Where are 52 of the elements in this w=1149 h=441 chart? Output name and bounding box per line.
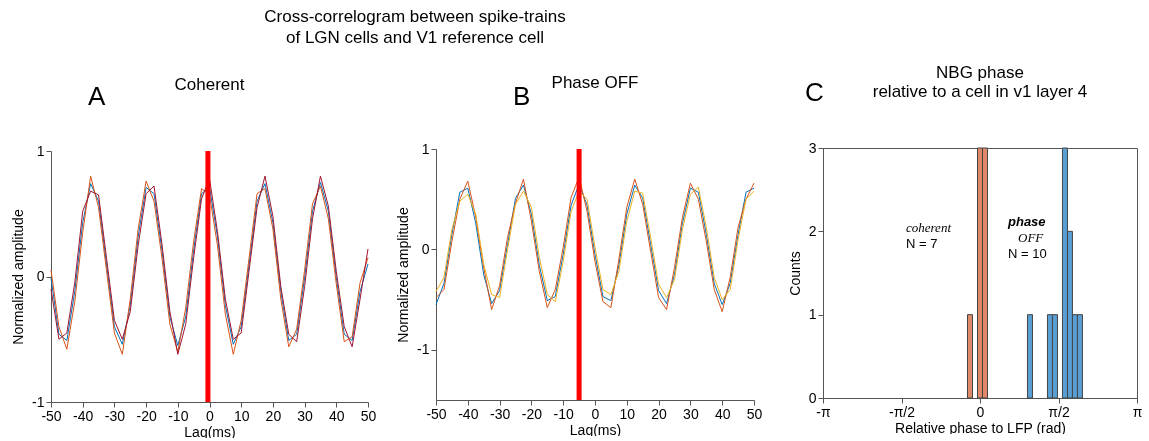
chart-title: NBG phase relative to a cell in v1 layer 4 — [872, 63, 1088, 101]
x-tick-label: 30 — [683, 405, 699, 422]
x-tick-label: -20 — [521, 405, 543, 422]
annotation: N = 7 — [906, 236, 938, 253]
x-tick-label: 20 — [651, 405, 668, 422]
x-tick-label: -π — [816, 403, 831, 420]
x-tick-label: -50 — [41, 407, 62, 424]
annotation: phase — [1008, 214, 1046, 231]
x-tick-label: 0 — [206, 407, 215, 424]
y-tick-label: -1 — [417, 341, 430, 358]
x-tick-label: 0 — [591, 405, 600, 422]
x-tick-label: 40 — [714, 405, 731, 422]
x-tick-label: 0 — [976, 403, 985, 420]
x-tick-label: 50 — [360, 407, 377, 424]
y-tick-label: 1 — [421, 140, 430, 157]
x-tick-label: -50 — [426, 405, 447, 422]
y-tick-label: 0 — [421, 240, 430, 257]
x-tick-label: -10 — [168, 407, 189, 424]
chart-title: Coherent — [174, 75, 245, 94]
annotation: OFF — [1018, 230, 1044, 247]
x-tick-label: -40 — [458, 405, 479, 422]
x-tick-label: 40 — [329, 407, 345, 424]
chart-title: Phase OFF — [551, 73, 639, 92]
x-tick-label: -40 — [73, 407, 94, 424]
y-tick-label: 0 — [36, 268, 45, 284]
x-tick-label: 20 — [265, 407, 282, 424]
y-tick-label: 1 — [36, 142, 45, 159]
y-tick-label: -1 — [32, 393, 45, 410]
y-tick-label: 2 — [808, 222, 817, 239]
y-tick-label: 1 — [808, 306, 817, 323]
x-tick-label: 10 — [619, 405, 636, 422]
y-axis-title: Counts — [786, 251, 803, 296]
x-tick-label: -30 — [489, 405, 511, 422]
x-tick-label: -20 — [136, 407, 157, 424]
annotation: N = 10 — [1008, 246, 1047, 263]
y-tick-label: 3 — [808, 139, 817, 156]
y-axis-title: Normalized amplitude — [10, 209, 27, 345]
x-tick-label: -30 — [104, 407, 126, 424]
text: C — [805, 76, 824, 109]
y-axis-title: Normalized amplitude — [395, 207, 412, 343]
x-tick-label: 50 — [746, 405, 763, 422]
annotation: coherent — [906, 220, 951, 237]
x-tick-label: -π/2 — [889, 403, 916, 420]
x-tick-label: -10 — [553, 405, 575, 422]
x-tick-label: π — [1132, 403, 1143, 420]
text: B — [513, 80, 531, 113]
text: Cross-correlogram between spike-trains of LGN cells and V1 reference cell — [263, 6, 567, 49]
text: A — [88, 80, 106, 113]
y-tick-label: 0 — [808, 389, 817, 406]
x-tick-label: π/2 — [1048, 403, 1070, 420]
x-tick-label: 30 — [297, 407, 314, 424]
x-tick-label: 10 — [233, 407, 250, 424]
